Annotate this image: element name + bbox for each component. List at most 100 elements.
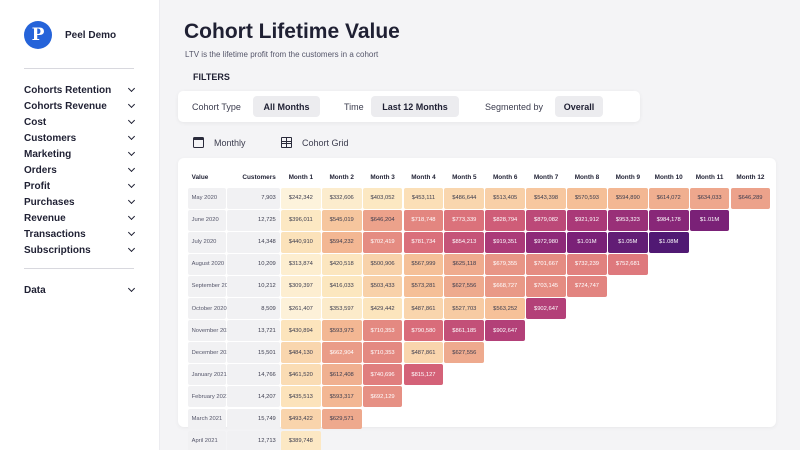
period-toggle[interactable]: Monthly [193,137,246,148]
column-header[interactable]: Month 1 [288,173,314,181]
ltv-cell[interactable]: $403,052 [362,187,403,209]
ltv-cell[interactable]: $429,442 [362,298,403,319]
ltv-cell[interactable]: $627,556 [444,342,485,364]
column-header[interactable]: Month 3 [370,173,395,181]
cohort-type-select[interactable]: All Months [253,96,320,117]
ltv-cell[interactable]: $710,353 [362,320,403,342]
ltv-cell[interactable]: $612,408 [321,364,362,386]
ltv-cell[interactable]: $573,281 [403,275,444,297]
ltv-cell[interactable]: $692,129 [362,386,403,408]
ltv-cell[interactable]: $646,204 [362,209,403,231]
sidebar-item-purchases[interactable]: Purchases [24,194,136,210]
column-header[interactable]: Month 4 [411,173,436,181]
ltv-cell[interactable]: $461,520 [280,364,321,386]
ltv-cell[interactable]: $781,734 [403,231,444,253]
sidebar-item-cohorts-revenue[interactable]: Cohorts Revenue [24,98,136,114]
ltv-cell[interactable]: $332,606 [321,187,362,209]
ltv-cell[interactable]: $527,703 [444,298,485,319]
sidebar-item-subscriptions[interactable]: Subscriptions [24,242,136,258]
ltv-cell[interactable]: $646,289 [730,187,771,209]
ltv-cell[interactable]: $773,339 [444,209,485,231]
ltv-cell[interactable]: $563,252 [485,298,526,319]
ltv-cell[interactable]: $593,973 [321,320,362,342]
ltv-cell[interactable]: $732,239 [567,253,607,275]
column-header[interactable]: Month 9 [615,173,641,181]
ltv-cell[interactable]: $828,794 [485,209,526,231]
ltv-cell[interactable]: $487,861 [403,342,444,364]
ltv-cell[interactable]: $662,904 [321,342,362,364]
sidebar-item-orders[interactable]: Orders [24,162,136,178]
ltv-cell[interactable]: $724,747 [567,275,607,297]
ltv-cell[interactable]: $1.05M [607,231,648,253]
ltv-cell[interactable]: $493,422 [280,408,321,430]
ltv-cell[interactable]: $625,118 [444,253,485,275]
ltv-cell[interactable]: $752,681 [607,253,648,275]
ltv-cell[interactable]: $389,748 [280,430,321,450]
sidebar-item-customers[interactable]: Customers [24,130,136,146]
ltv-cell[interactable]: $484,130 [280,342,321,364]
ltv-cell[interactable]: $430,894 [280,320,321,342]
ltv-cell[interactable]: $503,433 [362,275,403,297]
view-toggle[interactable]: Cohort Grid [281,137,349,148]
ltv-cell[interactable]: $861,185 [444,320,485,342]
sidebar-item-transactions[interactable]: Transactions [24,226,136,242]
column-header[interactable]: Customers [242,173,276,181]
column-header[interactable]: Value [191,173,209,181]
ltv-cell[interactable]: $921,912 [567,209,607,231]
ltv-cell[interactable]: $740,696 [362,364,403,386]
ltv-cell[interactable]: $420,518 [321,253,362,275]
ltv-cell[interactable]: $594,890 [607,187,648,209]
column-header[interactable]: Month 7 [533,173,559,181]
ltv-cell[interactable]: $702,419 [362,231,403,253]
time-select[interactable]: Last 12 Months [371,96,459,117]
ltv-cell[interactable]: $593,317 [321,386,362,408]
ltv-cell[interactable]: $701,667 [526,253,566,275]
ltv-cell[interactable]: $953,323 [607,209,648,231]
ltv-cell[interactable]: $570,593 [567,187,607,209]
column-header[interactable]: Month 2 [329,173,354,181]
column-header[interactable]: Month 6 [492,173,518,181]
ltv-cell[interactable]: $435,513 [280,386,321,408]
ltv-cell[interactable]: $668,727 [485,275,526,297]
sidebar-item-revenue[interactable]: Revenue [24,210,136,226]
ltv-cell[interactable]: $972,980 [526,231,566,253]
ltv-cell[interactable]: $594,232 [321,231,362,253]
ltv-cell[interactable]: $718,748 [403,209,444,231]
ltv-cell[interactable]: $1.01M [689,209,730,231]
ltv-cell[interactable]: $879,082 [526,209,566,231]
ltv-cell[interactable]: $416,033 [321,275,362,297]
ltv-cell[interactable]: $313,874 [280,253,321,275]
ltv-cell[interactable]: $679,355 [485,253,526,275]
ltv-cell[interactable]: $567,999 [403,253,444,275]
ltv-cell[interactable]: $242,342 [280,187,321,209]
column-header[interactable]: Month 10 [654,173,683,181]
sidebar-item-profit[interactable]: Profit [24,178,136,194]
ltv-cell[interactable]: $627,556 [444,275,485,297]
ltv-cell[interactable]: $513,405 [485,187,526,209]
ltv-cell[interactable]: $261,407 [280,298,321,319]
column-header[interactable]: Month 11 [695,173,724,181]
ltv-cell[interactable]: $902,647 [485,320,526,342]
ltv-cell[interactable]: $1.08M [648,231,689,253]
sidebar-item-marketing[interactable]: Marketing [24,146,136,162]
ltv-cell[interactable]: $984,178 [648,209,689,231]
sidebar-item-cohorts-retention[interactable]: Cohorts Retention [24,82,136,98]
ltv-cell[interactable]: $854,213 [444,231,485,253]
ltv-cell[interactable]: $543,398 [526,187,566,209]
ltv-cell[interactable]: $703,145 [526,275,566,297]
ltv-cell[interactable]: $710,353 [362,342,403,364]
ltv-cell[interactable]: $396,011 [280,209,321,231]
ltv-cell[interactable]: $614,072 [648,187,689,209]
ltv-cell[interactable]: $486,644 [444,187,485,209]
ltv-cell[interactable]: $1.01M [567,231,607,253]
ltv-cell[interactable]: $453,111 [403,187,444,209]
ltv-cell[interactable]: $353,597 [321,298,362,319]
ltv-cell[interactable]: $309,397 [280,275,321,297]
ltv-cell[interactable]: $487,861 [403,298,444,319]
ltv-cell[interactable]: $440,910 [280,231,321,253]
ltv-cell[interactable]: $629,571 [321,408,362,430]
sidebar-item-data[interactable]: Data [24,282,136,298]
ltv-cell[interactable]: $815,127 [403,364,444,386]
brand[interactable]: P Peel Demo [24,21,116,49]
ltv-cell[interactable]: $500,906 [362,253,403,275]
